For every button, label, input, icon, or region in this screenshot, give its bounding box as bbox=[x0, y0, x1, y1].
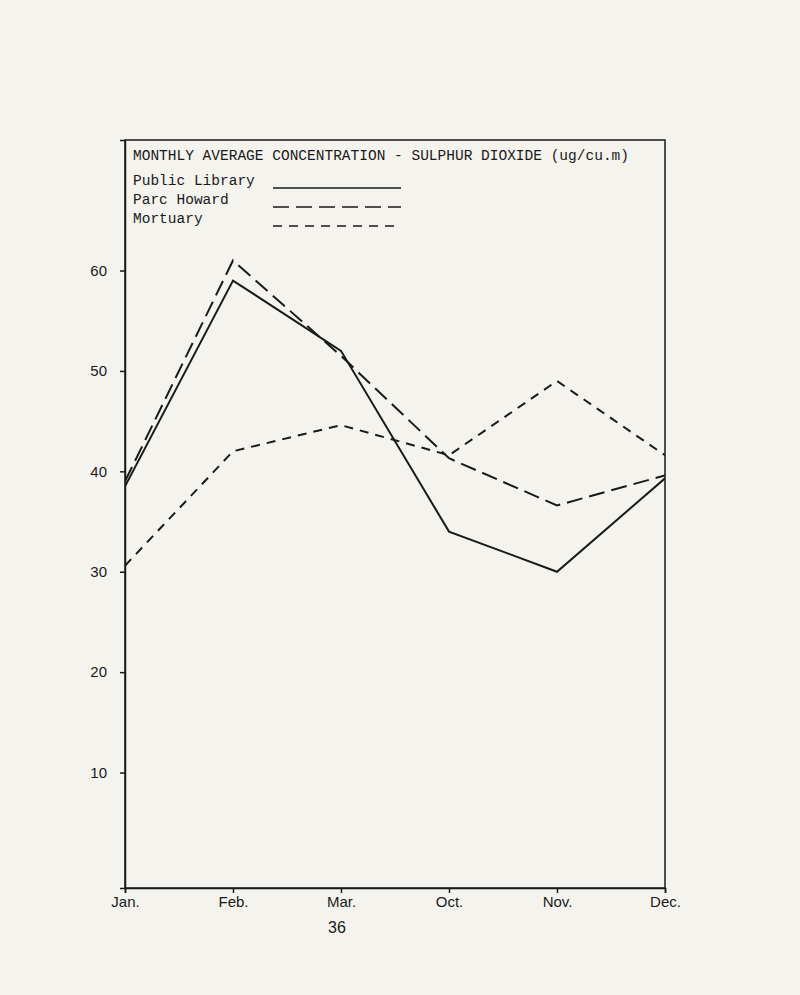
x-tick: Jan. bbox=[111, 888, 139, 910]
y-tick: 40 bbox=[90, 463, 125, 480]
y-tick-label: 50 bbox=[90, 362, 107, 379]
y-tick-mark bbox=[120, 772, 125, 774]
y-tick: 10 bbox=[90, 764, 125, 781]
x-tick: Dec. bbox=[650, 888, 681, 910]
y-tick: 30 bbox=[90, 563, 125, 580]
y-tick: 60 bbox=[90, 262, 125, 279]
y-tick-label: 40 bbox=[90, 463, 107, 480]
legend-swatch bbox=[273, 225, 401, 227]
y-tick: 20 bbox=[90, 663, 125, 680]
plot: 10 20 30 40 50 60 Jan. Feb. Mar. Oct. Nov. Dec. MONT… bbox=[90, 140, 681, 910]
x-tick-label: Nov. bbox=[543, 893, 573, 910]
y-tick-label: 10 bbox=[90, 764, 107, 781]
y-axis-line bbox=[120, 141, 126, 889]
y-tick-label: 20 bbox=[90, 663, 107, 680]
legend-swatch bbox=[273, 187, 401, 189]
series-line bbox=[125, 381, 665, 566]
y-tick-label: 30 bbox=[90, 563, 107, 580]
x-tick-label: Dec. bbox=[650, 893, 681, 910]
y-tick-label: 60 bbox=[90, 262, 107, 279]
chart: 10 20 30 40 50 60 Jan. Feb. Mar. Oct. Nov. Dec. MONT… bbox=[0, 0, 800, 995]
x-tick: Oct. bbox=[436, 888, 464, 910]
legend-swatch bbox=[273, 206, 401, 208]
x-tick: Nov. bbox=[543, 888, 573, 910]
page-number: 36 bbox=[328, 919, 346, 936]
x-tick: Feb. bbox=[218, 888, 248, 910]
x-tick-label: Feb. bbox=[218, 893, 248, 910]
y-tick-mark bbox=[120, 270, 125, 272]
series-line bbox=[125, 260, 665, 505]
y-tick-mark bbox=[120, 471, 125, 473]
series-line bbox=[125, 281, 665, 572]
lines bbox=[125, 260, 665, 571]
y-axis: 10 20 30 40 50 60 bbox=[90, 141, 125, 889]
y-tick: 50 bbox=[90, 362, 125, 379]
plot-frame bbox=[125, 140, 665, 888]
legend: Public Library Parc Howard Mortuary bbox=[133, 173, 401, 227]
x-tick-label: Jan. bbox=[111, 893, 139, 910]
y-tick-mark bbox=[120, 672, 125, 674]
x-tick-label: Mar. bbox=[327, 893, 356, 910]
x-axis-line bbox=[126, 889, 666, 894]
legend-label: Parc Howard bbox=[133, 192, 229, 208]
x-tick: Mar. bbox=[327, 888, 356, 910]
legend-label: Mortuary bbox=[133, 211, 203, 227]
title: MONTHLY AVERAGE CONCENTRATION - SULPHUR … bbox=[133, 148, 629, 164]
y-tick-mark bbox=[120, 371, 125, 373]
legend-label: Public Library bbox=[133, 173, 255, 189]
x-axis: Jan. Feb. Mar. Oct. Nov. Dec. bbox=[111, 888, 681, 910]
x-tick-label: Oct. bbox=[436, 893, 464, 910]
y-tick-mark bbox=[120, 571, 125, 573]
